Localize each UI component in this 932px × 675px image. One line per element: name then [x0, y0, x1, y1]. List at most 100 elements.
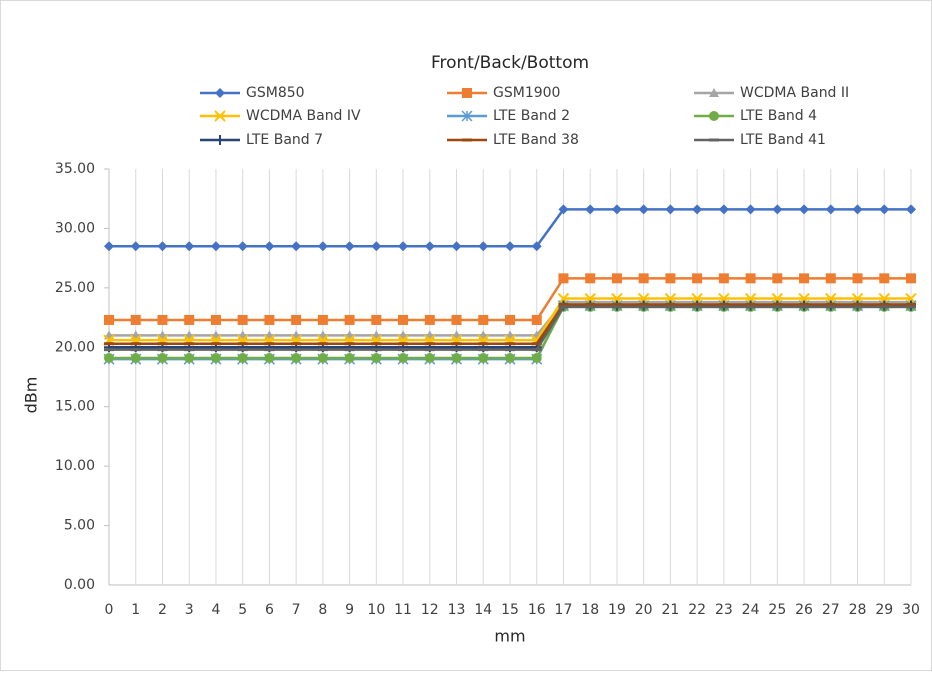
- x-tick-label: 14: [474, 602, 492, 618]
- legend-label: LTE Band 38: [493, 132, 579, 148]
- marker: [130, 352, 141, 363]
- legend-label: LTE Band 4: [740, 108, 817, 124]
- marker: [184, 314, 195, 325]
- marker: [371, 314, 382, 325]
- marker: [585, 204, 596, 215]
- y-tick-label: 5.00: [64, 518, 95, 534]
- x-tick-label: 6: [265, 602, 274, 618]
- marker: [906, 273, 916, 284]
- marker: [799, 273, 810, 284]
- x-tick-label: 3: [185, 602, 194, 618]
- marker: [665, 273, 676, 284]
- legend-label: GSM850: [246, 85, 305, 101]
- marker: [215, 135, 225, 145]
- marker: [130, 241, 141, 252]
- marker: [478, 314, 489, 325]
- y-tick-label: 20.00: [55, 339, 95, 355]
- marker: [505, 314, 515, 325]
- marker: [461, 110, 473, 122]
- y-axis-label: dBm: [22, 377, 41, 414]
- marker: [879, 204, 890, 215]
- marker: [718, 273, 729, 284]
- marker: [772, 204, 783, 215]
- marker: [462, 88, 472, 98]
- x-tick-label: 26: [795, 602, 813, 618]
- marker: [130, 314, 141, 325]
- marker: [852, 273, 863, 284]
- marker: [531, 314, 542, 325]
- marker: [478, 241, 489, 252]
- y-tick-label: 25.00: [55, 280, 95, 296]
- marker: [291, 314, 302, 325]
- legend-label: WCDMA Band II: [740, 85, 849, 101]
- marker: [157, 241, 168, 252]
- y-tick-label: 15.00: [55, 399, 95, 415]
- marker: [424, 241, 435, 252]
- marker: [104, 241, 114, 252]
- marker: [264, 352, 275, 363]
- x-tick-label: 20: [635, 602, 653, 618]
- x-tick-label: 7: [292, 602, 301, 618]
- legend-label: WCDMA Band IV: [246, 108, 361, 124]
- x-tick-label: 19: [608, 602, 626, 618]
- marker: [718, 204, 729, 215]
- marker: [237, 352, 248, 363]
- marker: [825, 204, 836, 215]
- marker: [317, 352, 328, 363]
- y-tick-label: 0.00: [64, 577, 95, 593]
- x-tick-label: 21: [661, 602, 679, 618]
- marker: [344, 241, 355, 252]
- x-tick-label: 4: [211, 602, 220, 618]
- x-tick-label: 27: [822, 602, 840, 618]
- marker: [104, 314, 114, 325]
- marker: [398, 314, 409, 325]
- chart-title: Front/Back/Bottom: [431, 53, 589, 73]
- marker: [505, 241, 515, 252]
- marker: [104, 352, 114, 363]
- marker: [157, 314, 168, 325]
- legend-label: LTE Band 2: [493, 108, 570, 124]
- marker: [692, 273, 703, 284]
- marker: [558, 204, 569, 215]
- legend-label: LTE Band 41: [740, 132, 826, 148]
- marker: [799, 204, 810, 215]
- marker: [879, 273, 890, 284]
- marker: [611, 273, 622, 284]
- x-tick-label: 13: [448, 602, 466, 618]
- marker: [317, 314, 328, 325]
- marker: [237, 241, 248, 252]
- marker: [210, 314, 221, 325]
- marker: [210, 241, 221, 252]
- marker: [371, 352, 382, 363]
- marker: [184, 241, 195, 252]
- x-tick-label: 2: [158, 602, 167, 618]
- marker: [531, 241, 542, 252]
- x-tick-label: 25: [768, 602, 786, 618]
- marker: [398, 352, 409, 363]
- marker: [264, 241, 275, 252]
- marker: [157, 352, 168, 363]
- x-tick-label: 11: [394, 602, 412, 618]
- x-tick-label: 0: [105, 602, 114, 618]
- marker: [291, 352, 302, 363]
- legend-label: LTE Band 7: [246, 132, 323, 148]
- x-axis-label: mm: [494, 627, 525, 646]
- marker: [665, 204, 676, 215]
- marker: [638, 204, 649, 215]
- marker: [611, 204, 622, 215]
- x-tick-label: 15: [501, 602, 519, 618]
- marker: [906, 204, 916, 215]
- marker: [692, 204, 703, 215]
- x-tick-label: 12: [421, 602, 439, 618]
- marker: [424, 352, 435, 363]
- x-tick-label: 1: [131, 602, 140, 618]
- x-tick-label: 28: [849, 602, 867, 618]
- marker: [709, 88, 719, 97]
- marker: [745, 273, 756, 284]
- x-tick-label: 9: [345, 602, 354, 618]
- marker: [852, 204, 863, 215]
- x-tick-label: 16: [528, 602, 546, 618]
- x-tick-label: 30: [902, 602, 920, 618]
- marker: [505, 352, 515, 363]
